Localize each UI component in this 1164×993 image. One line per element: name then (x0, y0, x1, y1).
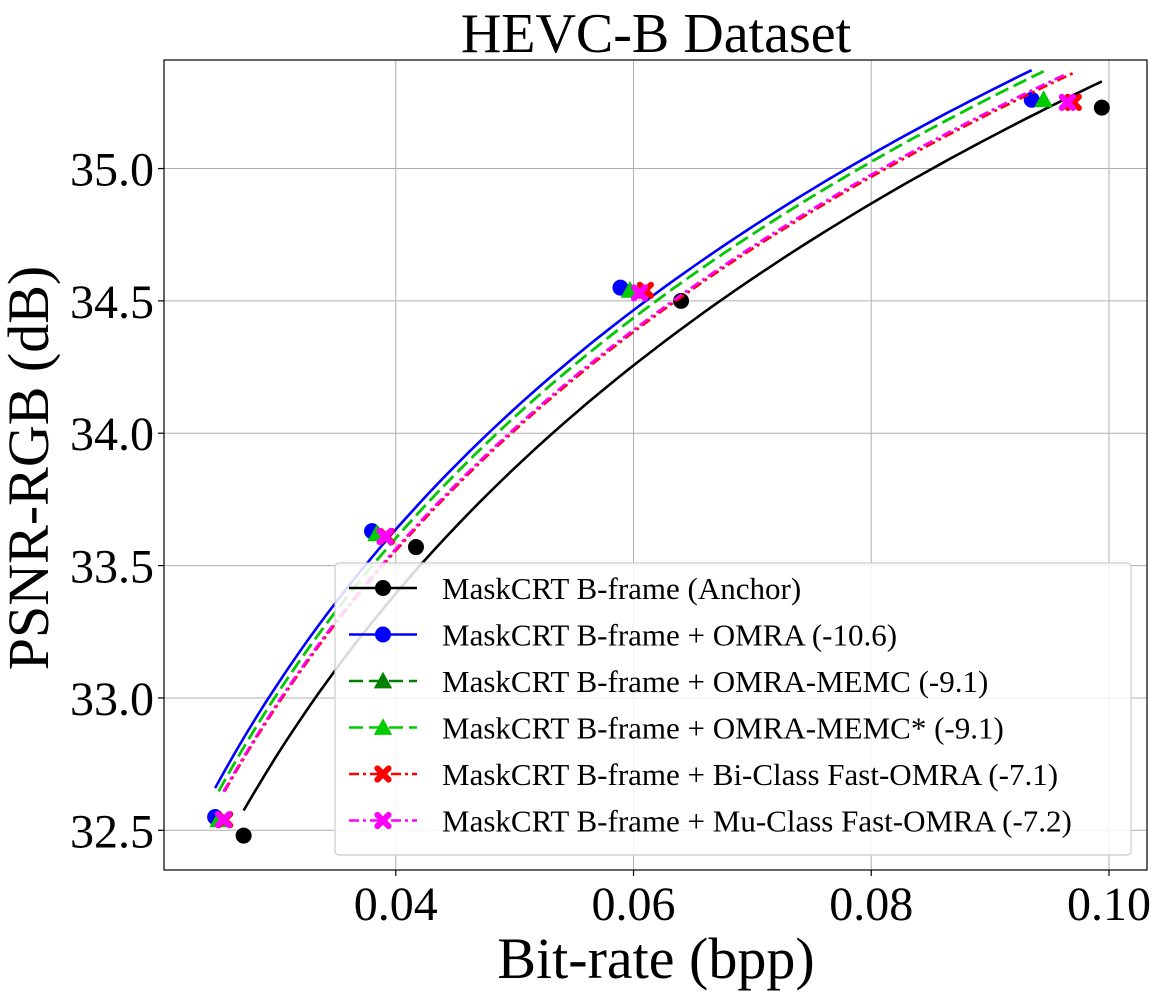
plot-series (207, 69, 1110, 844)
legend-label: MaskCRT B-frame + Bi-Class Fast-OMRA (-7… (442, 757, 1058, 792)
data-point-triangle (1034, 90, 1053, 108)
data-point-x (630, 284, 649, 302)
y-tick-label: 33.0 (70, 673, 154, 726)
y-tick-label: 32.5 (70, 805, 154, 858)
data-point-x (1058, 93, 1076, 111)
legend-item: MaskCRT B-frame + OMRA (-10.6) (349, 618, 897, 653)
x-axis-label: Bit-rate (bpp) (497, 926, 814, 991)
axis-ticks: 0.04 0.06 0.08 0.10 32.5 33.0 33.5 34.0 34.5 35.0 (70, 144, 1151, 931)
data-point-circle (407, 539, 424, 556)
legend-box (334, 562, 1132, 856)
legend-item: MaskCRT B-frame + OMRA-MEMC* (-9.1) (349, 711, 1004, 746)
series-line (222, 72, 1068, 793)
data-point-triangle (373, 671, 393, 689)
legend-item: MaskCRT B-frame (Anchor) (349, 571, 801, 606)
legend-item: MaskCRT B-frame + OMRA-MEMC (-9.1) (349, 664, 988, 699)
legend-label: MaskCRT B-frame + OMRA (-10.6) (442, 618, 897, 653)
data-point-circle (375, 580, 391, 596)
legend-label: MaskCRT B-frame + OMRA-MEMC* (-9.1) (442, 711, 1004, 746)
y-tick-label: 34.5 (70, 276, 154, 329)
legend-label: MaskCRT B-frame + OMRA-MEMC (-9.1) (442, 664, 988, 699)
data-point-circle (235, 827, 252, 844)
x-tick-label: 0.04 (354, 878, 438, 931)
legend: MaskCRT B-frame (Anchor) MaskCRT B-frame … (334, 562, 1132, 856)
series (214, 72, 1076, 829)
legend-item: MaskCRT B-frame + Bi-Class Fast-OMRA (-7… (349, 757, 1058, 792)
plot-frame (163, 59, 1148, 871)
chart-title: HEVC-B Dataset (461, 3, 852, 65)
data-point-circle (1093, 99, 1110, 116)
data-point-x (374, 811, 392, 830)
y-tick-label: 34.0 (70, 408, 154, 461)
y-tick-label: 35.0 (70, 144, 154, 197)
data-point-circle (375, 626, 391, 643)
data-point-triangle (620, 281, 640, 298)
x-tick-label: 0.08 (829, 878, 913, 931)
legend-label: MaskCRT B-frame (Anchor) (442, 571, 801, 606)
data-point-x (374, 765, 392, 783)
data-point-x (214, 811, 233, 829)
data-point-x (376, 527, 394, 546)
x-tick-label: 0.10 (1067, 878, 1151, 931)
legend-item: MaskCRT B-frame + Mu-Class Fast-OMRA (-7… (349, 804, 1072, 839)
legend-label: MaskCRT B-frame + Mu-Class Fast-OMRA (-7… (442, 804, 1072, 839)
y-tick-label: 33.5 (70, 541, 154, 594)
y-axis-label: PSNR-RGB (dB) (0, 266, 61, 670)
series-line (223, 71, 1074, 792)
data-point-triangle (373, 718, 393, 735)
x-tick-label: 0.06 (592, 878, 676, 931)
